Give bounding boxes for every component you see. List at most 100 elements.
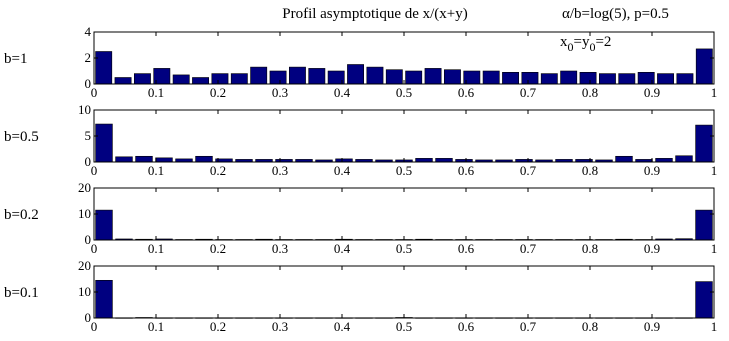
- x-tick-label: 0.7: [520, 319, 537, 334]
- x-tick-label: 1: [711, 241, 718, 256]
- x-tick-label: 0.8: [582, 85, 598, 100]
- x-tick-label: 1: [711, 319, 718, 334]
- x-tick-label: 0.1: [148, 163, 164, 178]
- bar: [695, 281, 713, 319]
- x-tick-label: 0.2: [210, 319, 226, 334]
- bar: [211, 73, 229, 85]
- bar: [134, 73, 151, 85]
- x-tick-label: 0.5: [396, 241, 412, 256]
- bar: [308, 68, 326, 85]
- x-tick-label: 1: [711, 163, 718, 178]
- axes-frame: [93, 187, 715, 241]
- x-tick-label: 0.9: [644, 319, 660, 334]
- bar: [502, 72, 519, 85]
- x-tick-label: 0.1: [148, 319, 164, 334]
- x-tick-label: 0.5: [396, 163, 412, 178]
- bar: [655, 158, 673, 163]
- x-tick-label: 0.4: [334, 163, 351, 178]
- x-tick-label: 0.8: [582, 241, 598, 256]
- x-tick-label: 0.5: [396, 319, 412, 334]
- panel-label: b=1: [4, 51, 27, 67]
- x-tick-label: 0: [91, 85, 98, 100]
- bar: [695, 48, 713, 85]
- x-tick-label: 0.3: [272, 85, 288, 100]
- bar: [385, 69, 403, 85]
- bar: [424, 68, 442, 85]
- x-tick-label: 0.4: [334, 319, 351, 334]
- bar: [695, 209, 713, 241]
- bar: [521, 72, 539, 85]
- bar: [135, 155, 153, 163]
- x-tick-label: 0.7: [520, 163, 537, 178]
- y-tick-label: 10: [78, 102, 91, 117]
- y-tick-label: 10: [78, 206, 91, 221]
- x-tick-label: 0.6: [458, 319, 475, 334]
- x-tick-label: 0.6: [458, 85, 475, 100]
- x-tick-label: 0.2: [210, 163, 226, 178]
- bar: [482, 70, 500, 85]
- x-tick-label: 0.9: [644, 85, 660, 100]
- x-tick-label: 0.8: [582, 163, 598, 178]
- y-tick-label: 0: [85, 310, 92, 325]
- x-tick-label: 0.6: [458, 163, 475, 178]
- y-tick-label: 20: [78, 180, 91, 195]
- bar: [230, 73, 248, 85]
- bar: [675, 155, 693, 163]
- x-tick-label: 0.4: [334, 241, 351, 256]
- bar: [415, 158, 433, 163]
- bar: [250, 66, 268, 85]
- x-tick-label: 0.2: [210, 241, 226, 256]
- x-tick-label: 0.9: [644, 241, 660, 256]
- axes-frame: [93, 265, 715, 319]
- bar: [560, 70, 578, 85]
- bar: [115, 156, 133, 163]
- x-tick-label: 0.3: [272, 319, 288, 334]
- bar: [192, 77, 209, 85]
- bar: [366, 66, 384, 85]
- annotation-x0-y0: x0=y0=2: [560, 34, 611, 54]
- axes-frame: [93, 109, 715, 163]
- bar: [435, 158, 453, 163]
- x-tick-label: 0.8: [582, 319, 598, 334]
- bar: [347, 64, 364, 85]
- bar: [579, 72, 597, 85]
- x-tick-label: 0.1: [148, 85, 164, 100]
- y-tick-label: 10: [78, 284, 91, 299]
- x-tick-label: 0.7: [520, 241, 537, 256]
- x-tick-label: 0: [91, 241, 98, 256]
- y-tick-label: 0: [85, 76, 92, 91]
- y-tick-label: 0: [85, 232, 92, 247]
- y-tick-label: 2: [85, 50, 92, 65]
- x-tick-label: 0.3: [272, 163, 288, 178]
- y-tick-label: 20: [78, 258, 91, 273]
- y-tick-label: 4: [85, 24, 92, 39]
- x-tick-label: 0.1: [148, 241, 164, 256]
- x-tick-label: 0.2: [210, 85, 226, 100]
- bar: [618, 73, 636, 85]
- bar: [288, 66, 306, 85]
- subplot-b-1: 0 0.1 0.2 0.3 0.4 0.5 0.6 0.7 0.8 0.9 1 0 2 4 b=1: [4, 24, 717, 100]
- x-tick-label: 0.4: [334, 85, 351, 100]
- bar: [155, 157, 173, 163]
- panel-label: b=0.2: [4, 207, 39, 223]
- bar: [676, 73, 694, 85]
- bar: [405, 70, 423, 85]
- bar: [172, 74, 190, 85]
- bar: [195, 155, 213, 163]
- bar: [615, 155, 633, 163]
- bar: [95, 51, 113, 85]
- annotation-alpha-b: α/b=log(5), p=0.5: [562, 6, 669, 22]
- x-tick-label: 0: [91, 163, 98, 178]
- figure-title: Profil asymptotique de x/(x+y): [282, 6, 468, 22]
- bar: [95, 209, 113, 241]
- bar: [95, 279, 113, 319]
- bar: [443, 69, 461, 85]
- bar: [95, 123, 113, 163]
- bar: [269, 70, 287, 85]
- x-tick-label: 0.9: [644, 163, 660, 178]
